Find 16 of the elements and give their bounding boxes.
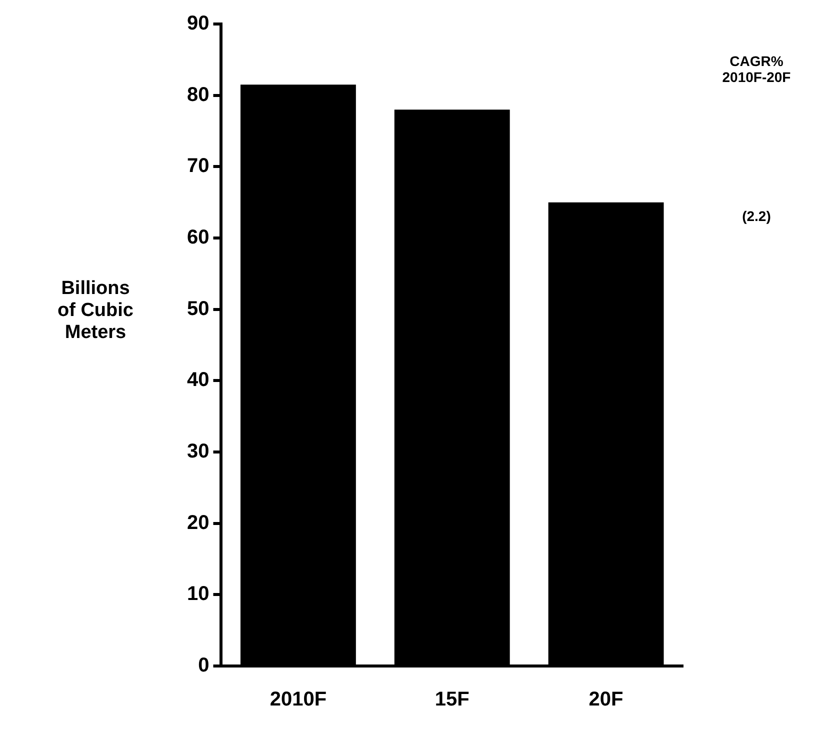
y-tick-label: 90 bbox=[186, 12, 210, 35]
x-tick-label: 2010F bbox=[270, 688, 327, 711]
y-tick-label: 0 bbox=[198, 654, 210, 677]
text: (2.2) bbox=[741, 208, 772, 224]
y-tick-label: 10 bbox=[186, 583, 210, 606]
y-tick-label: 80 bbox=[186, 84, 210, 106]
x-tick-label: 15F bbox=[434, 688, 470, 711]
y-tick-label: 40 bbox=[186, 369, 210, 392]
x-tick-label: 20F bbox=[588, 688, 624, 711]
y-tick-label: 50 bbox=[186, 298, 210, 320]
text: CAGR% 2010F-20F bbox=[721, 53, 792, 85]
y-axis-title: Billions of Cubic Meters bbox=[56, 278, 134, 344]
y-tick-label: 70 bbox=[186, 155, 210, 178]
y-tick-label: 20 bbox=[186, 512, 210, 534]
y-tick-label: 30 bbox=[186, 440, 210, 463]
y-tick-label: 60 bbox=[186, 226, 210, 249]
